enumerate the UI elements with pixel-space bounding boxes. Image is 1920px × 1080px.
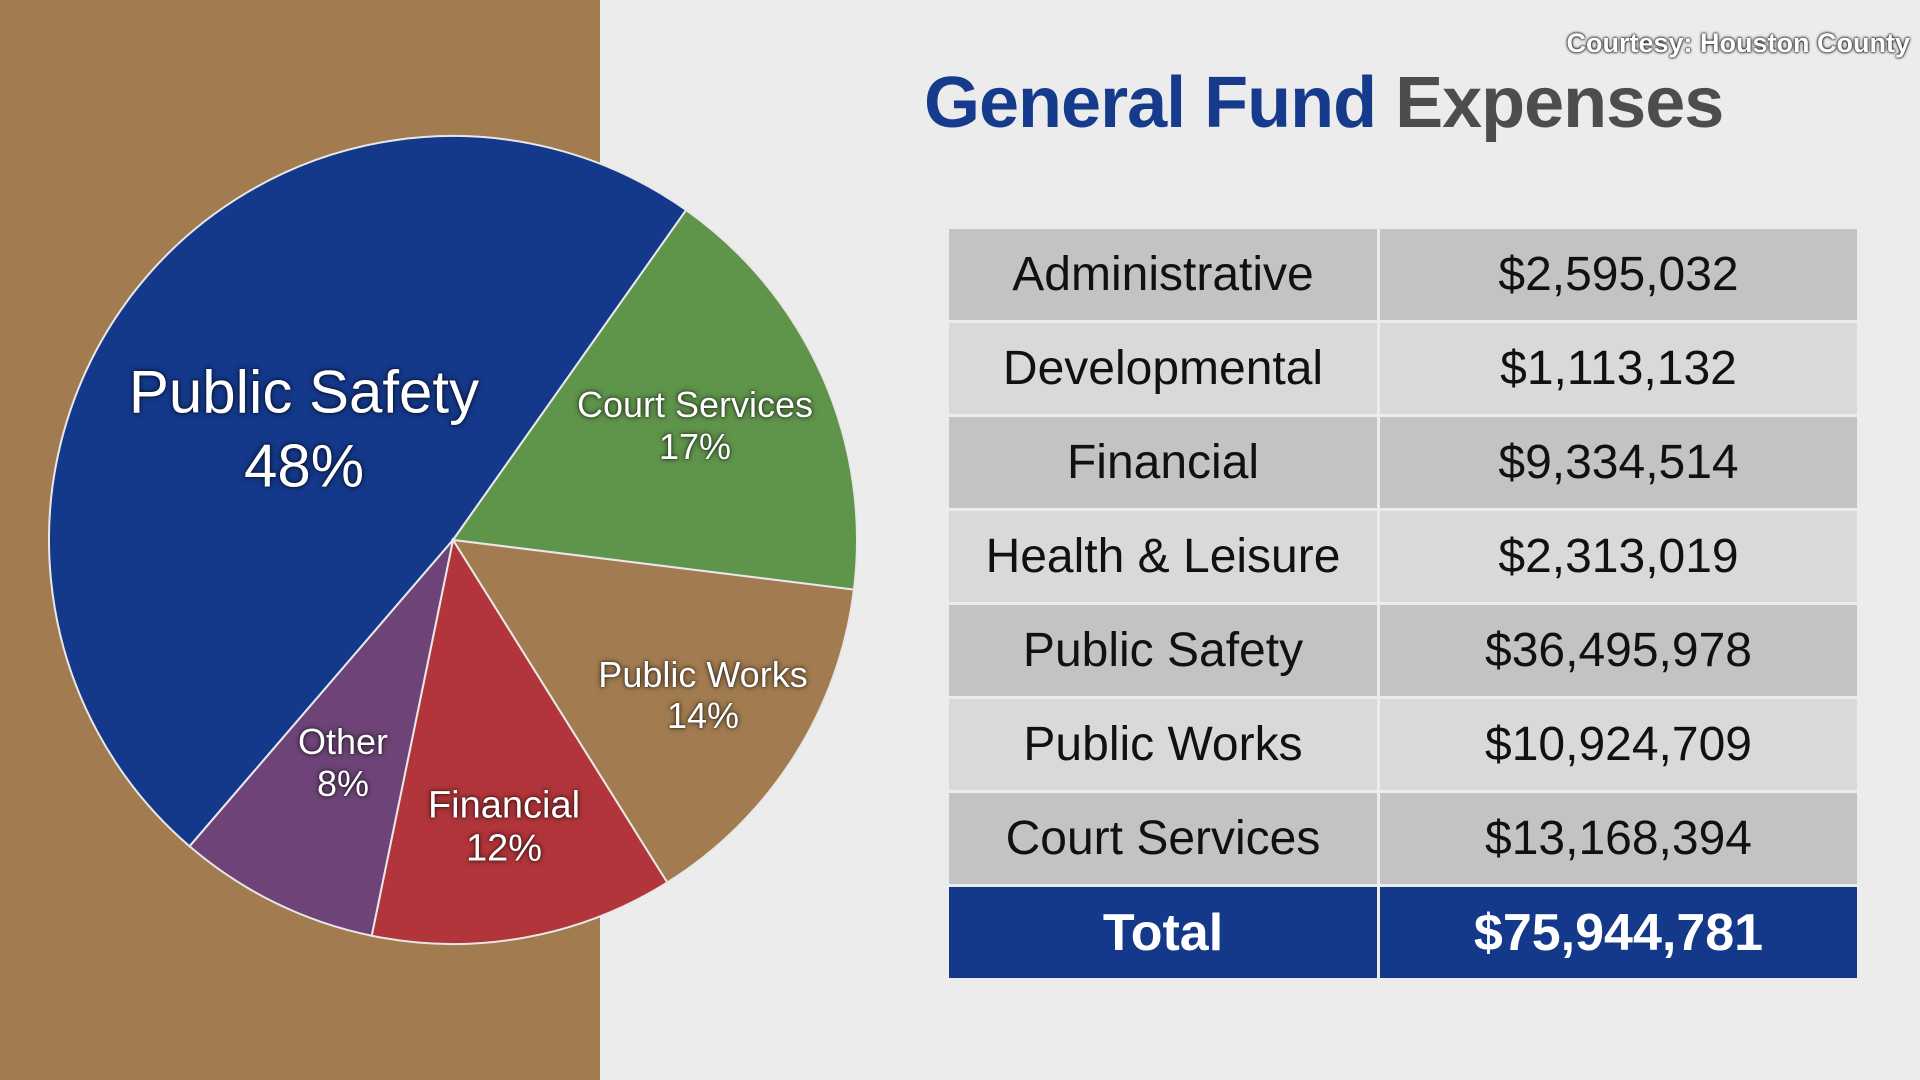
row-label: Court Services (949, 793, 1380, 884)
label-court-services: Court Services (576, 384, 814, 425)
row-value: $9,334,514 (1380, 417, 1857, 508)
page-title: General Fund Expenses (924, 62, 1724, 144)
row-value: $2,313,019 (1380, 511, 1857, 602)
pct-court-services: 17% (658, 426, 732, 467)
row-label: Financial (949, 417, 1380, 508)
row-label: Developmental (949, 323, 1380, 414)
pct-public-works: 14% (666, 695, 740, 736)
pie-slice-other (188, 536, 455, 937)
label-public-works: Public Works (598, 654, 808, 695)
row-value: $1,113,132 (1380, 323, 1857, 414)
total-value: $75,944,781 (1380, 887, 1857, 978)
table-row: Court Services $13,168,394 (949, 793, 1857, 884)
title-part2: Expenses (1395, 63, 1724, 143)
pct-public-safety: 48% (243, 432, 365, 500)
row-label: Health & Leisure (949, 511, 1380, 602)
pie-slice-public-works (451, 538, 856, 884)
label-financial: Financial (427, 784, 581, 827)
pie-slice-financial (370, 537, 669, 945)
total-label: Total (949, 887, 1380, 978)
row-value: $2,595,032 (1380, 229, 1857, 320)
courtesy-credit: Courtesy: Houston County (1566, 28, 1911, 58)
pct-other: 8% (316, 763, 370, 804)
table-row: Developmental $1,113,132 (949, 323, 1857, 414)
title-part1: General Fund (924, 63, 1377, 143)
pie-slice-court-services (451, 208, 858, 591)
row-label: Administrative (949, 229, 1380, 320)
table-row: Administrative $2,595,032 (949, 229, 1857, 320)
row-label: Public Safety (949, 605, 1380, 696)
table-row: Health & Leisure $2,313,019 (949, 511, 1857, 602)
pie-slice-public-safety (47, 134, 688, 848)
label-other: Other (297, 721, 389, 762)
total-row: Total $75,944,781 (949, 887, 1857, 978)
row-value: $36,495,978 (1380, 605, 1857, 696)
table-row: Financial $9,334,514 (949, 417, 1857, 508)
expenses-table: Administrative $2,595,032 Developmental $1… (949, 226, 1857, 981)
table-row: Public Works $10,924,709 (949, 699, 1857, 790)
row-value: $10,924,709 (1380, 699, 1857, 790)
pct-financial: 12% (465, 827, 543, 870)
row-label: Public Works (949, 699, 1380, 790)
label-public-safety: Public Safety (128, 358, 480, 426)
table-row: Public Safety $36,495,978 (949, 605, 1857, 696)
row-value: $13,168,394 (1380, 793, 1857, 884)
